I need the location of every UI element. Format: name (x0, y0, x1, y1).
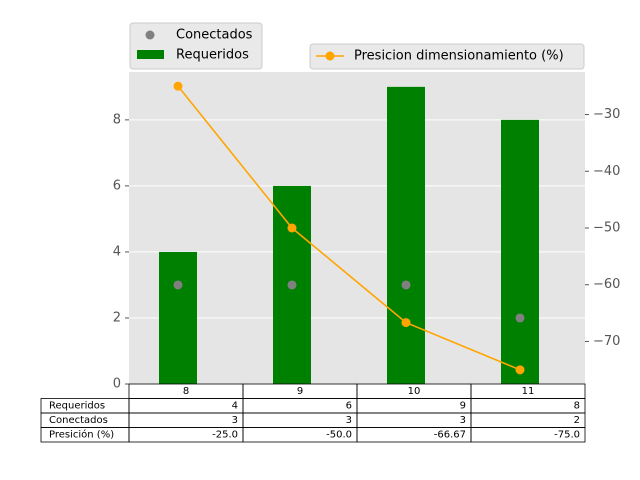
table-cell-value: 4 (232, 400, 238, 411)
table-cell-value: 8 (574, 400, 580, 411)
table-cell (242, 412, 358, 428)
right-tick-label: −60 (593, 277, 620, 292)
legend-label-presicion: Presicion dimensionamiento (%) (354, 49, 564, 64)
point-presicion (515, 365, 525, 375)
bar-requeridos (387, 86, 425, 384)
table-cell (356, 412, 472, 428)
point-conectados (515, 313, 525, 323)
table-cell-value: 2 (574, 415, 580, 426)
table-col-label: 8 (183, 386, 189, 397)
table-cell-value: -25.0 (212, 429, 238, 440)
point-conectados (287, 280, 297, 290)
legend-label-requeridos: Requeridos (176, 48, 249, 63)
table-cell-value: 3 (460, 415, 466, 426)
table-cell (128, 398, 244, 414)
point-presicion (287, 223, 297, 233)
legend-marker-conectados (145, 30, 155, 40)
bar-requeridos (159, 251, 197, 384)
table-cell (242, 398, 358, 414)
table-cell-value: 6 (346, 400, 352, 411)
left-tick-label: 0 (113, 377, 121, 392)
line-presicion (177, 85, 521, 371)
table-cell-value: -75.0 (554, 429, 580, 440)
right-tick-label: −70 (593, 334, 620, 349)
table-cell-value: -66.67 (434, 429, 466, 440)
table-cell-value: 3 (346, 415, 352, 426)
point-conectados (401, 280, 411, 290)
table-cell-value: -50.0 (326, 429, 352, 440)
table-cell-value: 3 (232, 415, 238, 426)
legend-right-box (309, 43, 585, 70)
legend-marker-requeridos (137, 50, 164, 59)
table-col-label: 9 (297, 386, 303, 397)
legend-marker-presicion (325, 51, 335, 61)
table-cell-value: 9 (460, 400, 466, 411)
legend-label-conectados: Conectados (176, 28, 253, 43)
table-cell (470, 427, 586, 443)
point-conectados (173, 280, 183, 290)
bar-requeridos (501, 119, 539, 384)
table-row-label: Requeridos (49, 400, 105, 411)
table-col-label: 11 (522, 386, 535, 397)
right-tick-label: −50 (593, 221, 620, 236)
left-tick-label: 2 (113, 310, 121, 325)
point-presicion (401, 318, 411, 328)
table-cell (128, 412, 244, 428)
table-cell (470, 412, 586, 428)
table-cell (356, 398, 472, 414)
left-tick-label: 6 (113, 178, 121, 193)
table-row-label: Conectados (49, 415, 108, 426)
table-col-label: 10 (408, 386, 421, 397)
table-row-label: Presición (%) (49, 428, 114, 440)
left-tick-label: 4 (113, 244, 121, 259)
table-cell (470, 398, 586, 414)
left-tick-label: 8 (113, 112, 121, 127)
point-presicion (173, 81, 183, 91)
right-tick-label: −30 (593, 107, 620, 122)
right-tick-label: −40 (593, 164, 620, 179)
